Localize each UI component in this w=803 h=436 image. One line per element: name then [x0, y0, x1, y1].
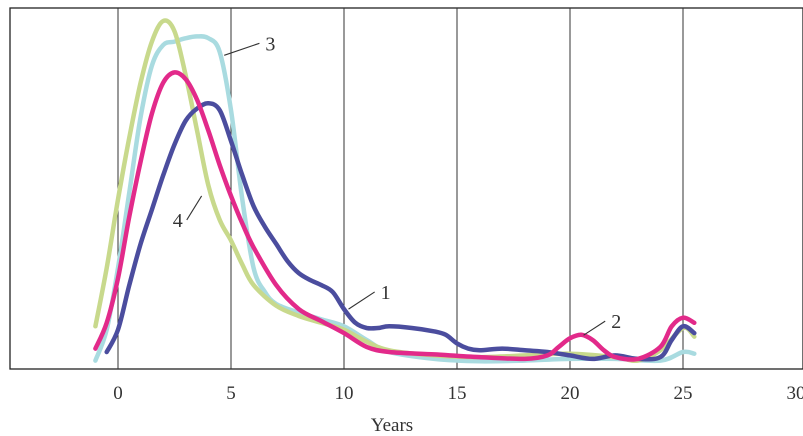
annotation-label-3: 3 [265, 33, 275, 55]
x-axis-title: Years [371, 415, 413, 436]
series-annotations: 1 2 3 4 [173, 33, 621, 336]
x-tick-label-25: 25 [674, 383, 693, 404]
x-tick-label-20: 20 [561, 383, 580, 404]
x-tick-label-10: 10 [335, 383, 354, 404]
series-line-1 [104, 101, 697, 362]
x-tick-label-15: 15 [448, 383, 467, 404]
series-line-4 [93, 18, 697, 364]
series-line-2 [93, 70, 697, 362]
series-lines [93, 18, 697, 364]
grid-lines [117, 8, 684, 369]
annotation-leader-2 [583, 320, 606, 336]
annotation-leader-4 [186, 195, 203, 221]
annotation-leader-3 [224, 42, 260, 56]
annotation-leader-1 [348, 291, 375, 310]
series-line-3 [93, 34, 697, 364]
x-axis-ticks: 0 5 10 15 20 25 30 [113, 383, 803, 404]
annotation-label-4: 4 [173, 210, 183, 232]
x-tick-label-0: 0 [113, 383, 123, 404]
x-tick-label-30: 30 [787, 383, 803, 404]
annotation-label-1: 1 [381, 282, 391, 304]
annotation-label-2: 2 [611, 311, 621, 333]
x-tick-label-5: 5 [226, 383, 236, 404]
plot-frame [9, 7, 803, 370]
